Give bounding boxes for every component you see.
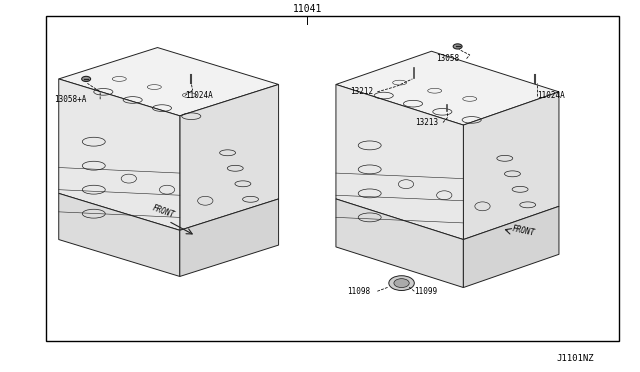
Text: 13058+A: 13058+A <box>54 95 86 104</box>
Polygon shape <box>59 193 180 276</box>
Bar <box>46 16 620 341</box>
Circle shape <box>394 279 409 288</box>
Text: FRONT: FRONT <box>511 224 536 238</box>
Text: J1101NZ: J1101NZ <box>556 354 594 363</box>
Text: 11024A: 11024A <box>537 91 564 100</box>
Text: 11098: 11098 <box>347 287 370 296</box>
Circle shape <box>453 44 462 49</box>
Polygon shape <box>463 206 559 288</box>
Polygon shape <box>336 84 463 240</box>
Circle shape <box>389 276 414 291</box>
Circle shape <box>82 76 91 81</box>
Text: 13212: 13212 <box>351 87 374 96</box>
Text: 11024A: 11024A <box>185 91 212 100</box>
Text: 13213: 13213 <box>415 118 438 127</box>
Polygon shape <box>180 84 278 230</box>
Text: 11099: 11099 <box>414 287 437 296</box>
Text: 11041: 11041 <box>292 4 322 14</box>
Text: 13058: 13058 <box>436 54 459 63</box>
Polygon shape <box>59 79 180 230</box>
Polygon shape <box>336 51 559 125</box>
Polygon shape <box>59 48 278 116</box>
Polygon shape <box>463 92 559 240</box>
Polygon shape <box>336 199 463 288</box>
Text: FRONT: FRONT <box>151 203 176 219</box>
Polygon shape <box>180 199 278 276</box>
